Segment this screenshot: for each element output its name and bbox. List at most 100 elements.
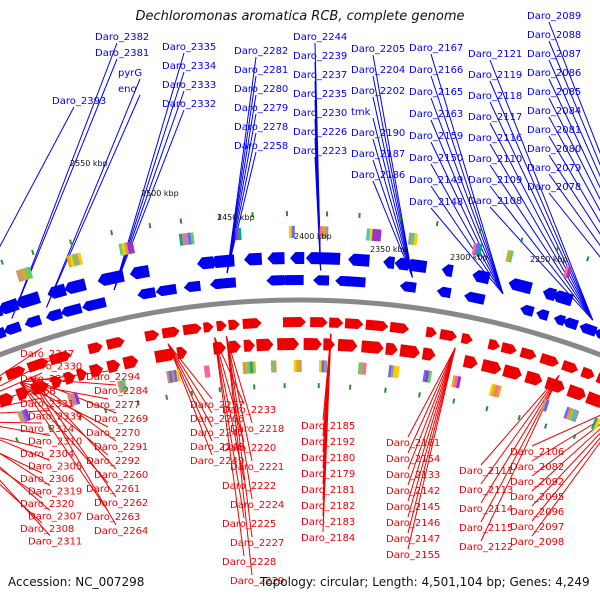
reverse-gene-arrow: [87, 342, 103, 355]
forward-leader-line: [548, 59, 600, 178]
reverse-gene-label: Daro_2249: [190, 456, 244, 467]
reverse-gene-arrow: [154, 348, 176, 363]
cog-color-block: [390, 365, 395, 378]
forward-gene-arrow: [211, 277, 237, 289]
cog-color-block: [371, 228, 376, 242]
reverse-gene-label: Daro_2122: [459, 542, 513, 553]
cog-color-block: [73, 392, 81, 405]
forward-leader-line: [430, 207, 504, 295]
reverse-gene-label: Daro_2097: [510, 522, 564, 533]
forward-gene-label: Daro_2159: [409, 131, 463, 142]
reverse-gene-label: Daro_2260: [94, 470, 148, 481]
reverse-gene-arrow: [421, 347, 436, 361]
cog-color-block: [572, 410, 580, 423]
forward-gene-label: Daro_2258: [234, 141, 288, 152]
forward-leader-line: [46, 94, 141, 308]
reverse-gene-arrow: [310, 317, 328, 328]
forward-gene-label: Daro_2109: [468, 175, 522, 186]
forward-leader-line: [226, 151, 257, 274]
reverse-leader-line: [225, 336, 253, 576]
forward-gene-arrow: [183, 280, 201, 293]
forward-gene-label: Daro_2382: [95, 32, 149, 43]
forward-gene-label: Daro_2393: [52, 96, 106, 107]
reverse-gene-label: Daro_2218: [230, 424, 284, 435]
cog-color-block: [235, 228, 239, 241]
reverse-leader-line: [167, 343, 213, 414]
cog-color-block: [237, 227, 242, 241]
forward-gene-label: Daro_2280: [234, 84, 288, 95]
reverse-gene-arrow: [202, 322, 214, 333]
cog-color-block: [249, 361, 254, 374]
gc-marker: [165, 394, 169, 400]
reverse-gene-label: Daro_2308: [20, 524, 74, 535]
cog-color-block: [190, 232, 195, 245]
reverse-gene-label: Daro_2305: [28, 462, 82, 473]
reverse-leader-line: [0, 372, 43, 392]
reverse-gene-arrow: [595, 372, 600, 384]
reverse-gene-arrow: [88, 363, 103, 378]
forward-leader-line: [372, 96, 413, 278]
reverse-gene-label: Daro_2082: [510, 462, 564, 473]
scale-tick-label: 2300 kbp: [450, 253, 488, 262]
reverse-gene-label: Daro_2222: [222, 481, 276, 492]
cog-color-block: [493, 384, 500, 398]
forward-gene-label: Daro_2333: [162, 80, 216, 91]
forward-leader-line: [489, 164, 594, 321]
reverse-gene-arrow: [462, 355, 478, 369]
cog-color-block: [206, 365, 211, 378]
reverse-leader-line: [407, 347, 456, 534]
forward-leader-line: [226, 113, 257, 274]
map-title: Dechloromonas aromatica RCB, complete ge…: [135, 9, 465, 24]
reverse-gene-arrow: [365, 319, 389, 332]
cog-color-block: [392, 365, 398, 378]
forward-leader-line: [372, 117, 413, 278]
forward-gene-arrow: [290, 252, 305, 264]
reverse-gene-label: Daro_2114: [459, 504, 513, 515]
forward-leader-line: [226, 94, 257, 274]
forward-leader-line: [226, 75, 257, 274]
reverse-gene-label: Daro_2192: [301, 437, 355, 448]
cog-color-block: [505, 249, 511, 263]
forward-gene-label: Daro_2088: [527, 30, 581, 41]
reverse-leader-line: [531, 419, 600, 462]
forward-leader-line: [548, 173, 600, 247]
cog-color-block: [360, 362, 365, 375]
reverse-gene-label: Daro_2096: [510, 507, 564, 518]
reverse-gene-label: Daro_2325: [20, 374, 74, 385]
cog-color-block: [19, 410, 27, 423]
reverse-leader-line: [0, 347, 43, 377]
reverse-gene-arrow: [323, 338, 335, 351]
cog-color-block: [16, 411, 25, 424]
gc-marker: [555, 246, 559, 253]
cog-color-block: [74, 253, 81, 266]
forward-gene-label: Daro_2226: [293, 127, 347, 138]
reverse-gene-arrow: [539, 353, 559, 367]
reverse-gene-label: Daro_2269: [94, 414, 148, 425]
forward-gene-label: Daro_2278: [234, 122, 288, 133]
reverse-leader-line: [167, 343, 213, 442]
gc-marker: [78, 415, 82, 421]
reverse-gene-label: Daro_2292: [86, 456, 140, 467]
reverse-gene-arrow: [344, 318, 364, 329]
reverse-gene-arrow: [106, 359, 121, 374]
reverse-gene-arrow: [519, 347, 537, 360]
gc-marker: [478, 228, 482, 234]
accession-label: Accession: NC_007298: [8, 575, 145, 589]
reverse-gene-label: Daro_2304: [20, 449, 74, 460]
cog-color-block: [178, 233, 184, 246]
forward-gene-arrow: [536, 309, 550, 321]
cog-color-block: [424, 370, 430, 383]
forward-leader-line: [113, 90, 185, 291]
reverse-leader-line: [30, 378, 117, 498]
cog-color-block: [187, 232, 192, 245]
reverse-gene-label: Daro_2182: [301, 501, 355, 512]
reverse-gene-arrow: [0, 392, 14, 408]
forward-gene-label: Daro_2187: [351, 149, 405, 160]
cog-color-block: [203, 365, 209, 378]
forward-gene-label: Daro_2116: [468, 133, 522, 144]
reverse-leader-line: [0, 468, 43, 499]
reverse-gene-label: smpB: [28, 387, 56, 398]
reverse-leader-line: [322, 333, 332, 533]
forward-gene-arrow: [24, 314, 43, 328]
